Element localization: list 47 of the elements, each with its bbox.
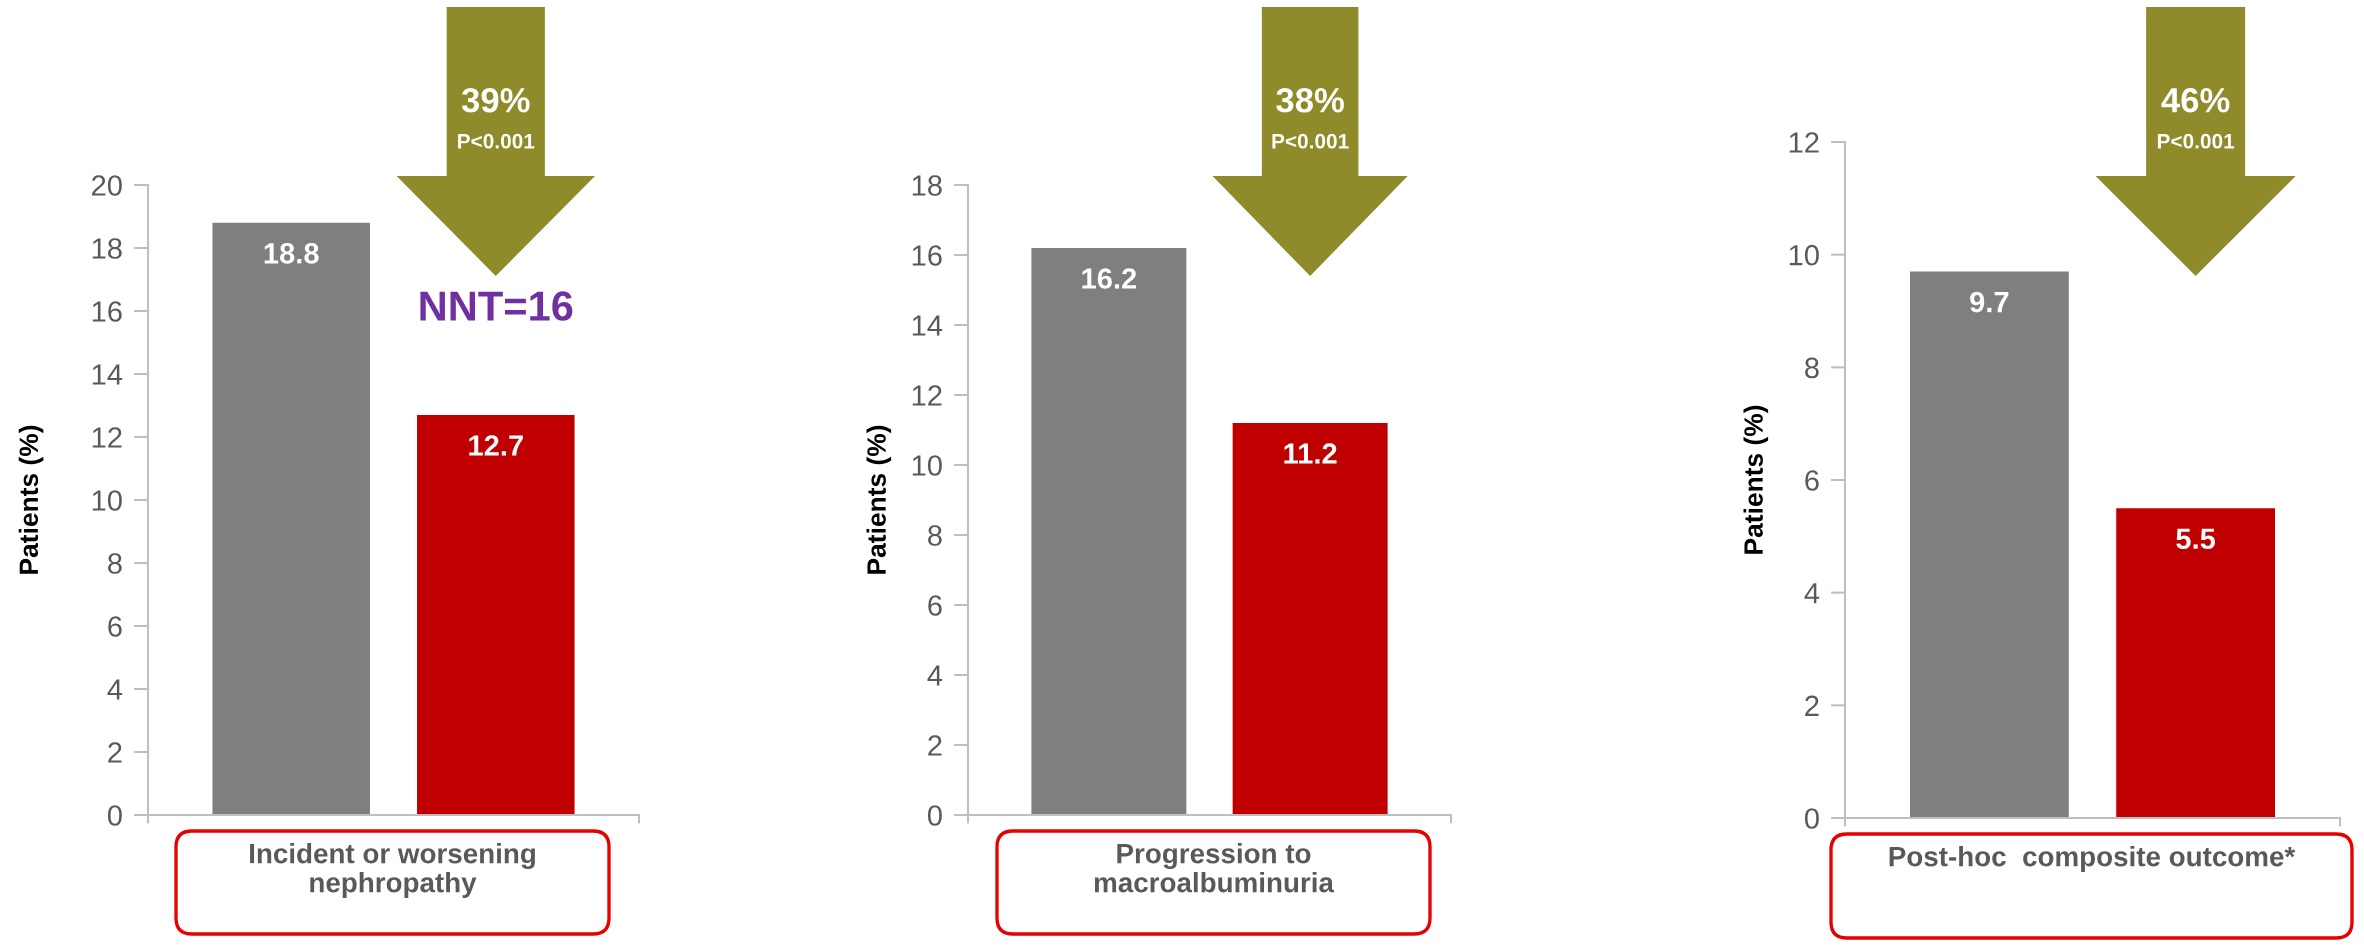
y-tick-label: 18 <box>92 238 122 259</box>
y-tick-label: 12 <box>92 427 122 448</box>
text: 39% <box>461 87 530 113</box>
text: P<0.001 <box>458 133 535 149</box>
y-tick-label: 6 <box>928 595 942 616</box>
annotation: NNT=16 <box>420 291 573 321</box>
y-tick-label: 14 <box>912 315 943 336</box>
y-tick-label: 16 <box>912 245 942 266</box>
y-tick-label: 6 <box>108 616 122 637</box>
y-tick-label: 4 <box>107 679 123 700</box>
y-tick-label: 4 <box>927 665 943 686</box>
y-tick-label: 12 <box>1789 132 1819 153</box>
text: P<0.001 <box>1272 133 1349 149</box>
y-axis-title: Patients (%) <box>18 425 44 574</box>
y-tick-label: 0 <box>107 805 122 826</box>
data-label: 5.5 <box>2176 528 2216 550</box>
x-axis-title: Progression to macroalbuminuria <box>1094 843 1335 893</box>
data-label: 18.8 <box>264 243 319 264</box>
y-tick-label: 10 <box>1789 244 1819 266</box>
y-tick-label: 20 <box>92 175 122 196</box>
y-tick-label: 8 <box>108 553 122 574</box>
y-tick-label: 2 <box>1805 695 1819 716</box>
data-label: 16.2 <box>1082 268 1137 289</box>
x-axis-title: Incident or worsening nephropathy <box>250 843 535 898</box>
data-label: 9.7 <box>1970 291 2009 313</box>
y-tick-label: 18 <box>912 175 942 196</box>
y-tick-label: 12 <box>912 385 942 406</box>
y-tick-label: 0 <box>1804 808 1819 829</box>
data-label: 11.2 <box>1284 443 1337 464</box>
y-tick-label: 16 <box>92 301 122 322</box>
y-tick-label: 8 <box>928 525 942 546</box>
y-tick-label: 2 <box>108 742 122 763</box>
annotation: P<0.001 <box>2157 133 2235 149</box>
y-axis-title: Patients (%) <box>866 425 892 574</box>
data-label: 12.7 <box>469 435 523 456</box>
y-tick-label: 10 <box>912 455 942 476</box>
y-tick-label: 2 <box>928 735 942 756</box>
y-tick-label: 4 <box>1804 583 1820 604</box>
y-tick-label: 8 <box>1805 357 1819 379</box>
y-tick-label: 6 <box>1805 470 1819 491</box>
y-axis-title: Patients (%) <box>1743 405 1769 554</box>
x-axis-title: Post-hoc composite outcome* <box>1889 846 2296 872</box>
text: 46% <box>2161 87 2230 113</box>
text: 38% <box>1276 87 1344 113</box>
y-tick-label: 0 <box>927 805 942 826</box>
y-tick-label: 14 <box>92 364 123 385</box>
y-tick-label: 10 <box>92 490 122 511</box>
